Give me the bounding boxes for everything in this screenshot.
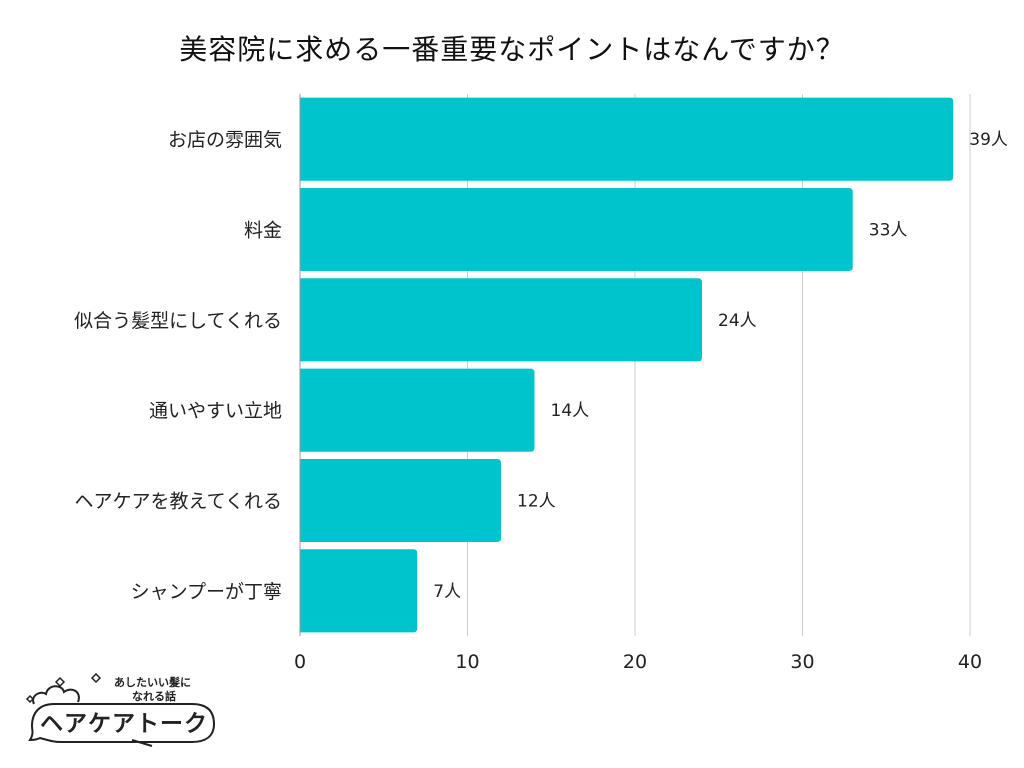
category-label: 似合う髪型にしてくれる — [74, 310, 282, 332]
bar — [300, 278, 702, 362]
logo-tagline-line2: なれる話 — [132, 690, 176, 703]
logo-tagline-line1: あしたいい髪に — [114, 676, 191, 689]
bar — [300, 458, 501, 543]
bar-value-label: 12人 — [517, 492, 556, 512]
sparkle-icon — [25, 672, 102, 704]
bar — [300, 97, 954, 181]
bar-value-label: 14人 — [551, 401, 590, 421]
x-tick-label: 30 — [790, 651, 814, 673]
chart-title: 美容院に求める一番重要なポイントはなんですか？ — [179, 33, 845, 66]
category-label: 料金 — [244, 220, 282, 242]
brand-logo — [22, 668, 222, 748]
bar — [300, 187, 853, 272]
x-tick-label: 40 — [958, 651, 982, 673]
bar-value-label: 24人 — [718, 311, 757, 331]
bar-value-label: 33人 — [869, 221, 908, 241]
category-label: シャンプーが丁寧 — [131, 581, 282, 603]
bar-value-label: 7人 — [433, 582, 461, 602]
bar — [300, 368, 535, 452]
x-tick-label: 10 — [455, 651, 479, 673]
x-tick-label: 20 — [623, 651, 647, 673]
category-label: 通いやすい立地 — [149, 400, 282, 422]
category-label: ヘアケアを教えてくれる — [75, 491, 282, 513]
x-tick-label: 0 — [294, 651, 306, 673]
speech-bubble-icon — [25, 672, 216, 747]
category-label: お店の雰囲気 — [168, 129, 282, 151]
bar-value-label: 39人 — [969, 130, 1008, 150]
logo-name: ヘアケアトーク — [40, 711, 208, 737]
bar — [300, 549, 418, 633]
logo-tagline: あしたいい髪に なれる話 — [114, 676, 191, 704]
